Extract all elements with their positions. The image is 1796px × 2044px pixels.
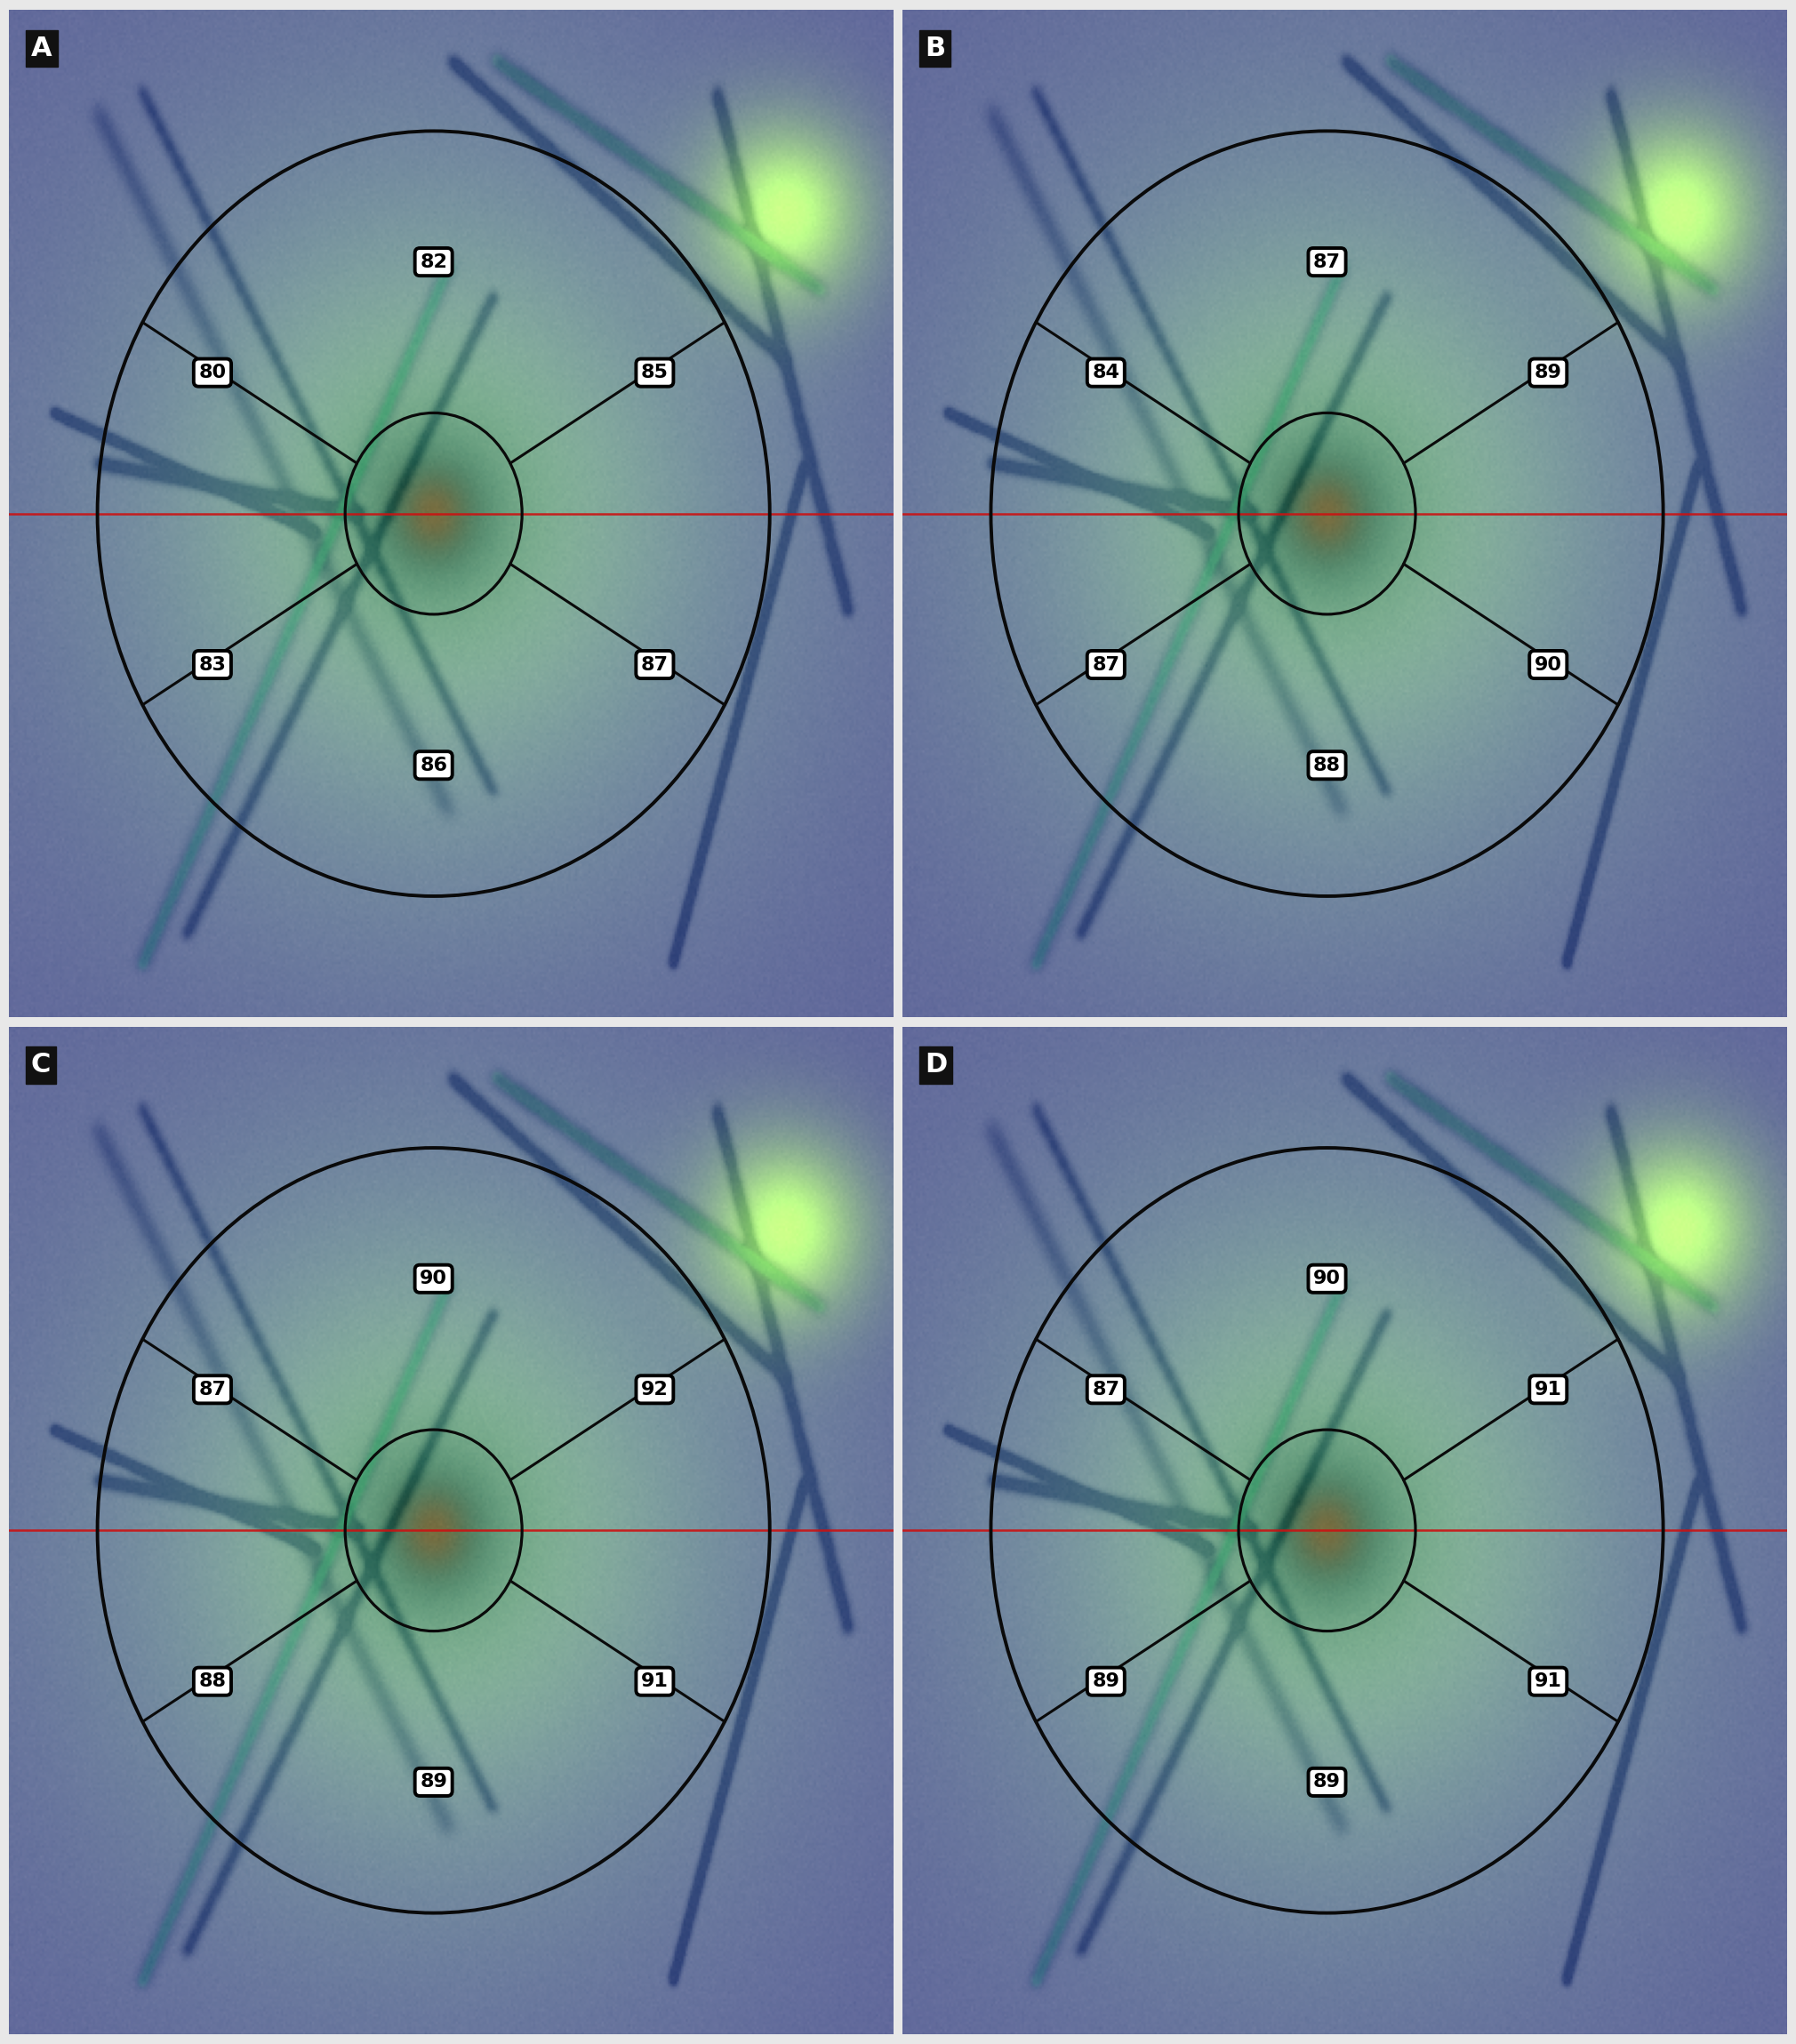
Text: 91: 91 — [1534, 1380, 1563, 1398]
Text: 87: 87 — [199, 1380, 226, 1398]
Text: 87: 87 — [1092, 1380, 1119, 1398]
Text: C: C — [31, 1053, 50, 1077]
Text: 89: 89 — [1092, 1672, 1119, 1690]
Text: 89: 89 — [420, 1774, 447, 1791]
Text: 91: 91 — [641, 1672, 668, 1690]
Text: 89: 89 — [1313, 1774, 1342, 1791]
Text: 87: 87 — [1313, 253, 1342, 270]
Text: 86: 86 — [420, 756, 447, 775]
Text: 90: 90 — [1313, 1269, 1342, 1288]
Text: B: B — [925, 35, 945, 61]
Text: 83: 83 — [199, 656, 226, 672]
Text: 92: 92 — [641, 1380, 668, 1398]
Text: 82: 82 — [420, 253, 447, 270]
Text: A: A — [31, 35, 52, 61]
Text: 88: 88 — [1313, 756, 1342, 775]
Text: 87: 87 — [1092, 656, 1119, 672]
Text: 85: 85 — [641, 364, 668, 382]
Text: 87: 87 — [641, 656, 668, 672]
Text: 90: 90 — [420, 1269, 447, 1288]
Text: 90: 90 — [1534, 656, 1563, 672]
Text: 89: 89 — [1534, 364, 1563, 382]
Text: 91: 91 — [1534, 1672, 1563, 1690]
Text: 84: 84 — [1092, 364, 1119, 382]
Text: 80: 80 — [199, 364, 226, 382]
Text: 88: 88 — [199, 1672, 226, 1690]
Text: D: D — [925, 1053, 946, 1077]
